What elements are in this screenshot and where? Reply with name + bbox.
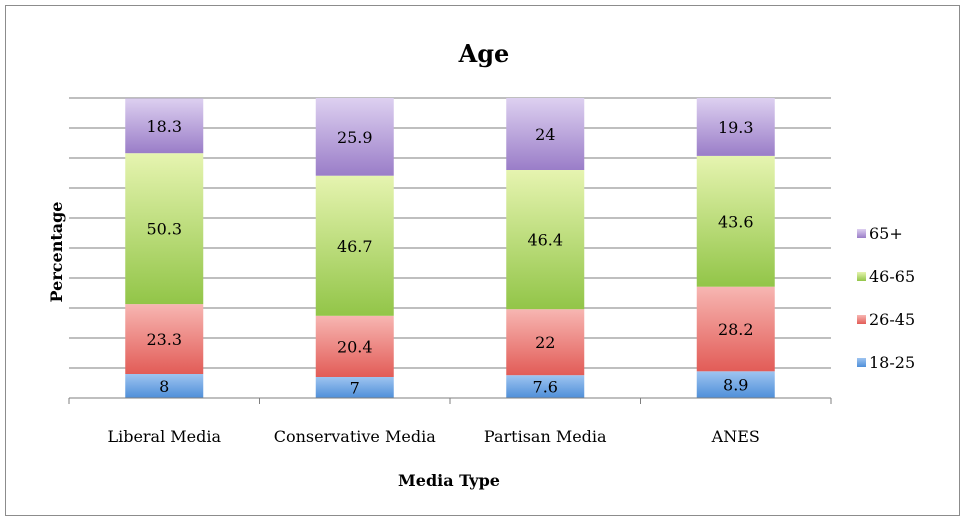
data-label: 46.4 (527, 231, 563, 250)
data-label: 8 (159, 377, 169, 396)
data-label: 8.9 (723, 376, 748, 395)
stacked-bar-chart: Age 8 23.3 50.3 18.3 7 20.4 46.7 25.9 7.6 22 46.4 2… (47, 39, 915, 490)
data-label: 50.3 (146, 220, 182, 239)
x-tick-label: Liberal Media (107, 427, 221, 446)
chart-frame: Age 8 23.3 50.3 18.3 7 20.4 46.7 25.9 7.6 22 46.4 2… (5, 5, 960, 516)
data-label: 7 (350, 379, 360, 398)
bars: 8 23.3 50.3 18.3 7 20.4 46.7 25.9 7.6 22 46.4 24 8.9… (125, 98, 775, 398)
bar-stack-1: 7 20.4 46.7 25.9 (315, 98, 394, 398)
y-axis-label: Percentage (47, 202, 66, 303)
legend-label: 26-45 (869, 310, 915, 329)
data-label: 43.6 (718, 212, 754, 231)
bar-segment-65+ (315, 98, 394, 176)
data-label: 20.4 (337, 337, 373, 356)
data-label: 24 (535, 125, 555, 144)
x-tick-label: ANES (711, 427, 760, 446)
data-label: 28.2 (718, 320, 754, 339)
bar-segment-18-25 (125, 374, 204, 398)
bar-segment-46-65 (125, 153, 204, 305)
bar-segment-65+ (696, 98, 775, 156)
bar-stack-3: 8.9 28.2 43.6 19.3 (696, 98, 775, 398)
chart-title: Age (458, 39, 510, 68)
data-label: 7.6 (533, 378, 558, 397)
bar-segment-46-65 (506, 170, 585, 310)
legend-swatch (857, 315, 866, 324)
data-label: 19.3 (718, 118, 754, 137)
data-label: 22 (535, 333, 555, 352)
legend-item-46-65: 46-65 (857, 267, 915, 286)
x-axis: Liberal Media Conservative Media Partisan … (68, 397, 832, 446)
legend-item-26-45: 26-45 (857, 310, 915, 329)
bar-stack-2: 7.6 22 46.4 24 (506, 98, 585, 398)
bar-segment-18-25 (315, 377, 394, 398)
legend: 65+ 46-65 26-45 18-25 (857, 224, 915, 372)
bar-segment-18-25 (696, 371, 775, 398)
bar-segment-26-45 (696, 286, 775, 372)
x-tick-label: Partisan Media (484, 427, 607, 446)
data-label: 18.3 (146, 117, 182, 136)
bar-segment-26-45 (315, 315, 394, 377)
legend-label: 65+ (869, 224, 903, 243)
legend-swatch (857, 272, 866, 281)
legend-swatch (857, 229, 866, 238)
data-label: 23.3 (146, 330, 182, 349)
bar-segment-46-65 (315, 175, 394, 316)
bar-segment-65+ (506, 98, 585, 170)
legend-item-18-25: 18-25 (857, 353, 915, 372)
bar-segment-65+ (125, 98, 204, 154)
legend-item-65+: 65+ (857, 224, 903, 243)
legend-label: 46-65 (869, 267, 915, 286)
x-tick-label: Conservative Media (274, 427, 436, 446)
bar-segment-46-65 (696, 155, 775, 287)
legend-swatch (857, 358, 866, 367)
legend-label: 18-25 (869, 353, 915, 372)
data-label: 25.9 (337, 128, 373, 147)
bar-segment-18-25 (506, 375, 585, 398)
bar-segment-26-45 (125, 304, 204, 374)
x-axis-label: Media Type (398, 471, 500, 490)
data-label: 46.7 (337, 237, 373, 256)
bar-stack-0: 8 23.3 50.3 18.3 (125, 98, 204, 398)
bar-segment-26-45 (506, 309, 585, 376)
